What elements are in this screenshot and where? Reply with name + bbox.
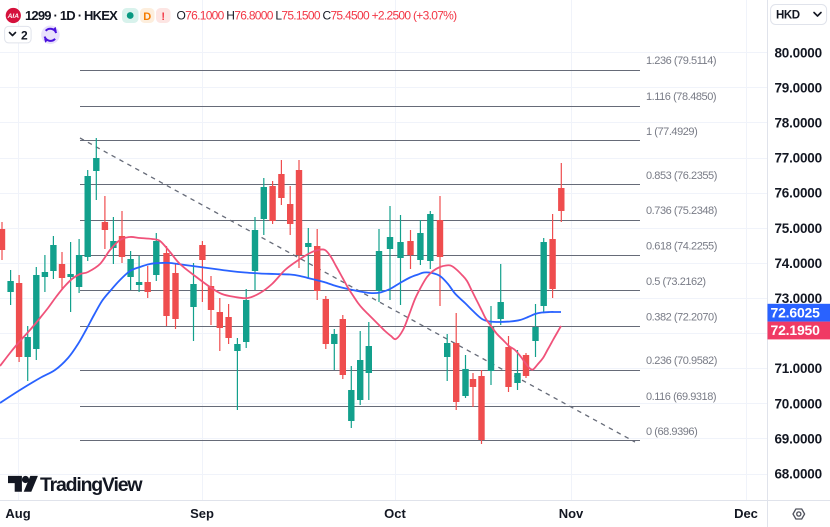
svg-text:O76.1000 H76.8000 L75.1500 C75: O76.1000 H76.8000 L75.1500 C75.4500 +2.2…: [177, 9, 458, 23]
svg-text:68.0000: 68.0000: [775, 467, 822, 482]
svg-text:TradingView: TradingView: [40, 474, 143, 496]
svg-text:AIA: AIA: [7, 13, 20, 20]
svg-text:78.0000: 78.0000: [775, 116, 822, 131]
svg-text:0.736 (75.2348): 0.736 (75.2348): [646, 205, 717, 217]
svg-text:72.1950: 72.1950: [771, 322, 821, 338]
svg-text:0.382 (72.2070): 0.382 (72.2070): [646, 311, 717, 323]
svg-text:0.5 (73.2162): 0.5 (73.2162): [646, 276, 706, 288]
svg-text:71.0000: 71.0000: [775, 361, 822, 376]
svg-text:74.0000: 74.0000: [775, 256, 822, 271]
svg-text:75.0000: 75.0000: [775, 221, 822, 236]
svg-text:79.0000: 79.0000: [775, 80, 822, 95]
svg-text:HKD: HKD: [776, 10, 800, 22]
svg-text:72.6025: 72.6025: [771, 304, 821, 320]
svg-text:76.0000: 76.0000: [775, 186, 822, 201]
svg-text:70.0000: 70.0000: [775, 396, 822, 411]
svg-text:77.0000: 77.0000: [775, 151, 822, 166]
svg-text:1 (77.4929): 1 (77.4929): [646, 126, 697, 138]
svg-text:Nov: Nov: [559, 506, 584, 521]
svg-text:69.0000: 69.0000: [775, 431, 822, 446]
svg-text:80.0000: 80.0000: [775, 45, 822, 60]
svg-text:1.236 (79.5114): 1.236 (79.5114): [646, 55, 716, 67]
svg-text:2: 2: [21, 29, 28, 43]
svg-text:0.116 (69.9318): 0.116 (69.9318): [646, 391, 716, 403]
svg-text:0 (68.9396): 0 (68.9396): [646, 426, 697, 438]
svg-text:1299 · 1D · HKEX: 1299 · 1D · HKEX: [25, 8, 118, 23]
svg-text:0.853 (76.2355): 0.853 (76.2355): [646, 170, 717, 182]
svg-text:D: D: [143, 11, 151, 23]
svg-text:Oct: Oct: [384, 506, 406, 521]
svg-text:Dec: Dec: [734, 506, 758, 521]
svg-text:Sep: Sep: [190, 506, 214, 521]
svg-text:0.618 (74.2255): 0.618 (74.2255): [646, 241, 717, 253]
svg-text:0.236 (70.9582): 0.236 (70.9582): [646, 355, 717, 367]
svg-text:73.0000: 73.0000: [775, 291, 822, 306]
svg-text:Aug: Aug: [5, 506, 30, 521]
svg-text:!: !: [161, 11, 165, 23]
svg-text:1.116 (78.4850): 1.116 (78.4850): [646, 91, 716, 103]
